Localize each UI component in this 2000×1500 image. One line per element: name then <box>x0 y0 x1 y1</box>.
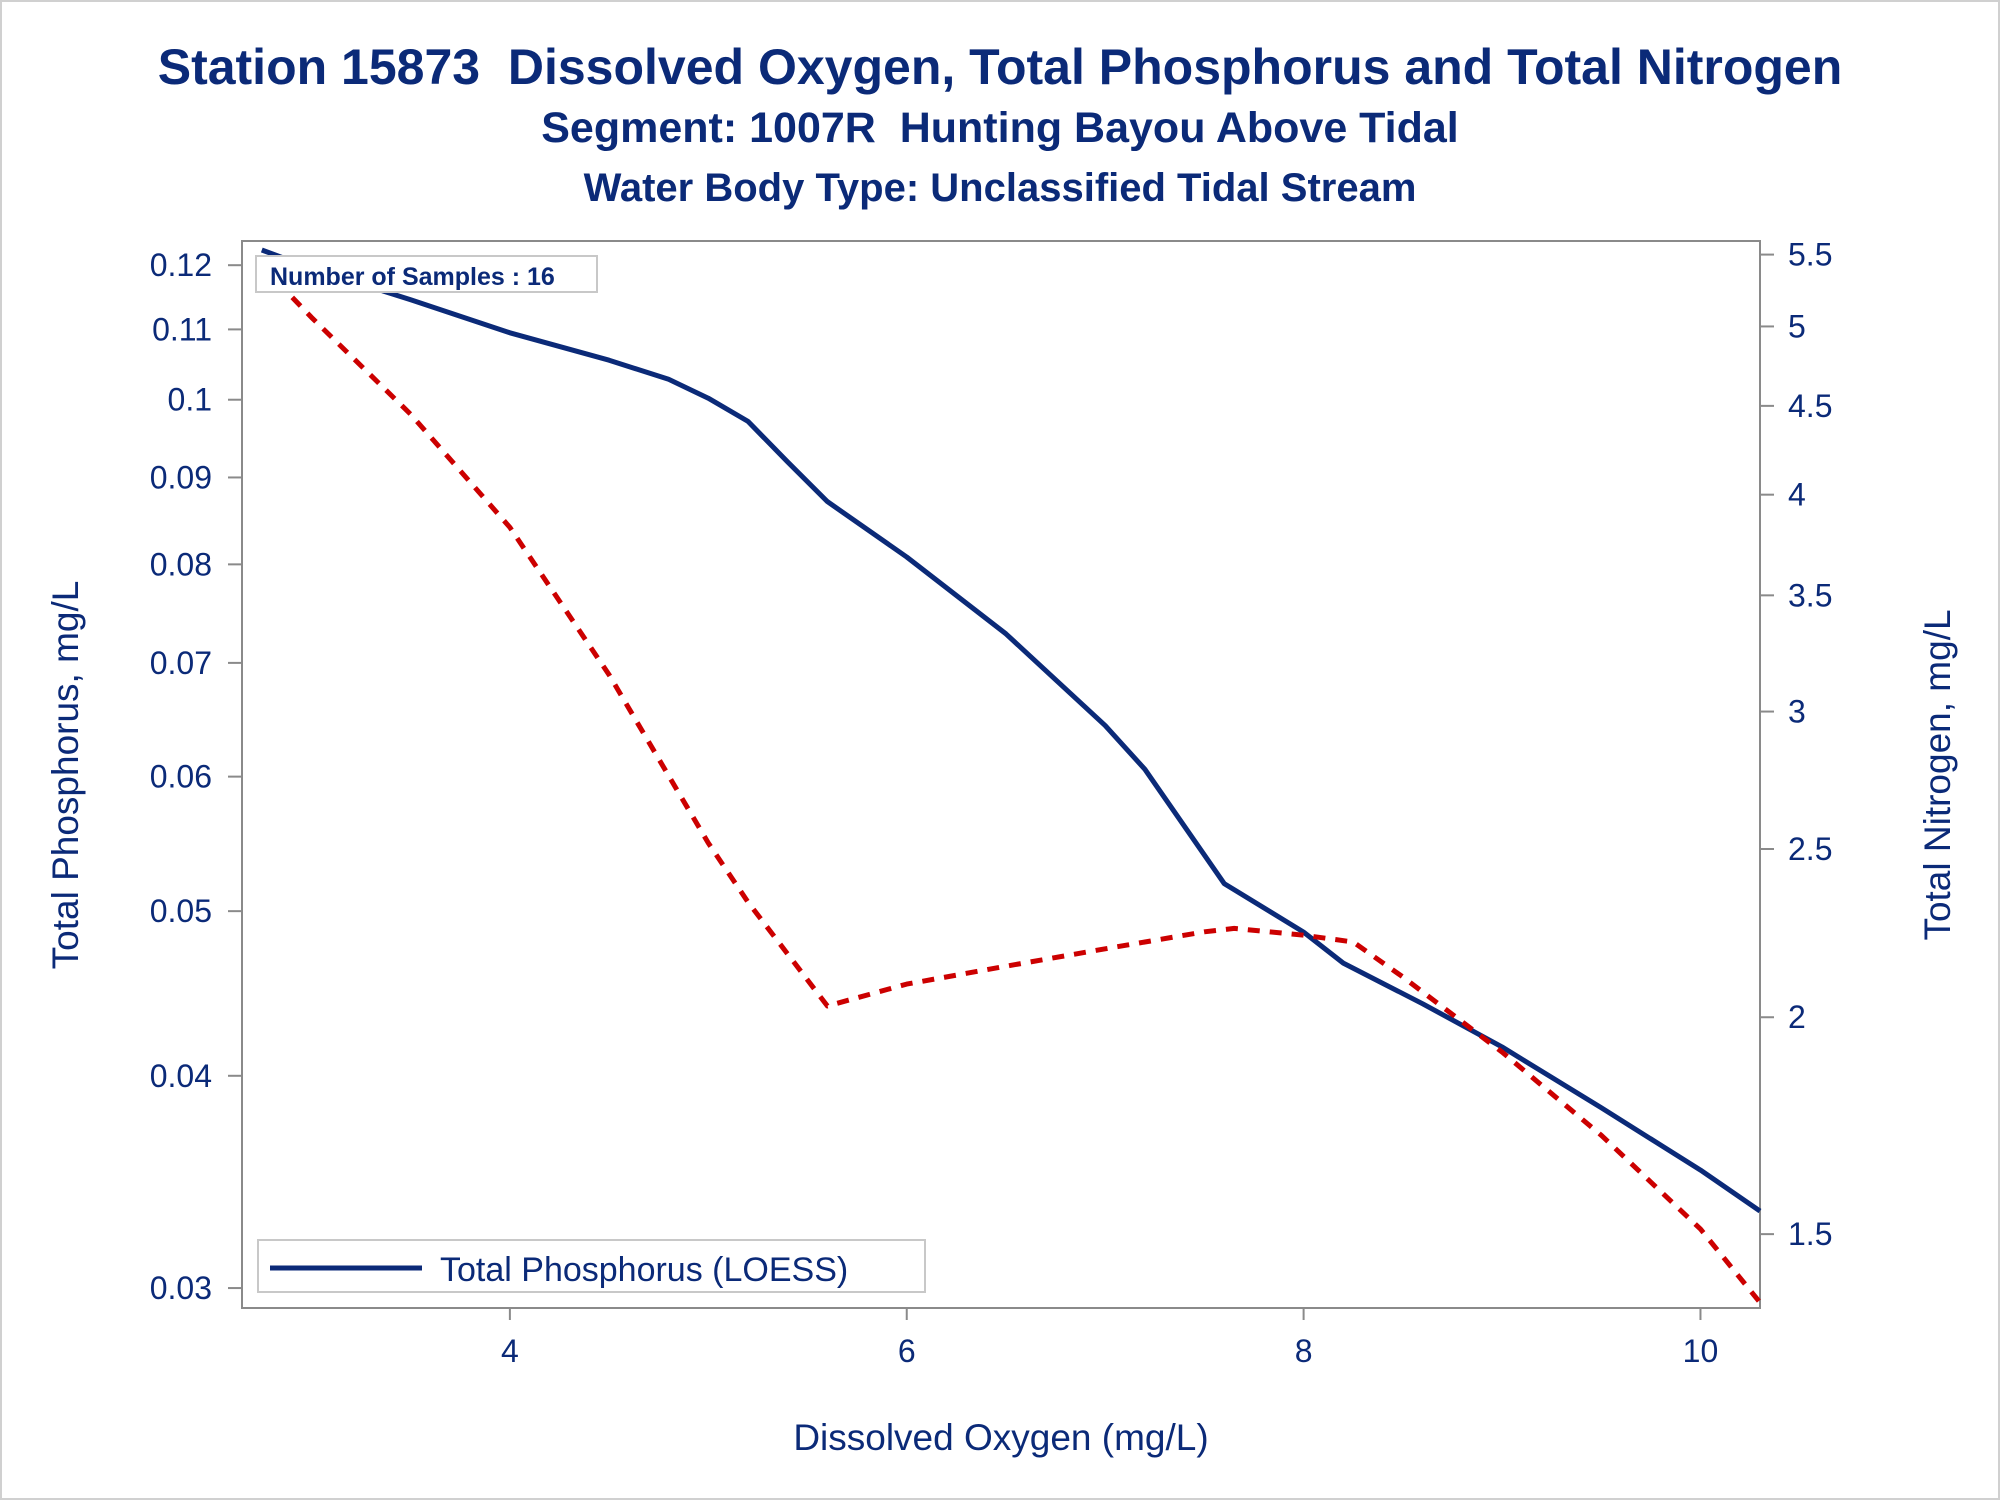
y-right-tick-label: 4.5 <box>1788 388 1832 424</box>
y-axis-right-title: Total Nitrogen, mg/L <box>1917 609 1958 940</box>
chart-subtitle-segment: Segment: 1007R Hunting Bayou Above Tidal <box>541 104 1459 152</box>
y-left-tick-label: 0.12 <box>150 247 212 283</box>
x-tick-label: 6 <box>898 1333 916 1369</box>
x-tick-label: 4 <box>501 1333 519 1369</box>
y-left-tick-label: 0.11 <box>152 311 212 347</box>
legend: Total Phosphorus (LOESS) <box>257 1239 926 1293</box>
y-left-tick-label: 0.1 <box>168 382 212 418</box>
y-left-tick-label: 0.05 <box>150 893 212 929</box>
series-line-total-nitrogen <box>259 263 1762 1305</box>
y-left-tick-label: 0.09 <box>150 459 212 495</box>
y-axis-left: 0.03 0.04 0.05 0.06 0.07 0.08 0.09 0.1 0.11 0.12 <box>150 247 242 1306</box>
sample-count-annotation: Number of Samples : 16 <box>255 255 598 293</box>
series-layer <box>259 247 1762 1305</box>
y-left-tick-label: 0.08 <box>150 546 212 582</box>
series-line-total-phosphorus <box>260 247 1762 1214</box>
y-axis-left-title: Total Phosphorus, mg/L <box>45 581 86 970</box>
sample-count-label: Number of Samples : 16 <box>270 263 555 291</box>
y-right-tick-label: 3 <box>1788 694 1806 730</box>
y-axis-right: 1.5 2 2.5 3 3.5 4 4.5 5 5.5 <box>1760 237 1832 1252</box>
x-tick-label: 10 <box>1683 1333 1719 1369</box>
y-right-tick-label: 3.5 <box>1788 577 1832 613</box>
x-tick-label: 8 <box>1295 1333 1313 1369</box>
chart-title: Station 15873 Dissolved Oxygen, Total Ph… <box>157 39 1843 95</box>
chart-subtitle-water-body: Water Body Type: Unclassified Tidal Stre… <box>583 166 1417 210</box>
y-left-tick-label: 0.04 <box>150 1058 212 1094</box>
x-axis-title: Dissolved Oxygen (mg/L) <box>793 1417 1208 1458</box>
y-right-tick-label: 5.5 <box>1788 237 1832 273</box>
y-left-tick-label: 0.03 <box>150 1270 212 1306</box>
legend-label-total-phosphorus: Total Phosphorus (LOESS) <box>440 1251 848 1289</box>
y-left-tick-label: 0.07 <box>150 645 212 681</box>
x-axis: 4 6 8 10 <box>501 1308 1718 1369</box>
y-right-tick-label: 4 <box>1788 477 1806 513</box>
y-right-tick-label: 2.5 <box>1788 831 1832 867</box>
y-right-tick-label: 2 <box>1788 999 1806 1035</box>
y-right-tick-label: 1.5 <box>1788 1216 1832 1252</box>
y-left-tick-label: 0.06 <box>150 759 212 795</box>
y-right-tick-label: 5 <box>1788 308 1806 344</box>
plot-area <box>241 240 1761 1309</box>
